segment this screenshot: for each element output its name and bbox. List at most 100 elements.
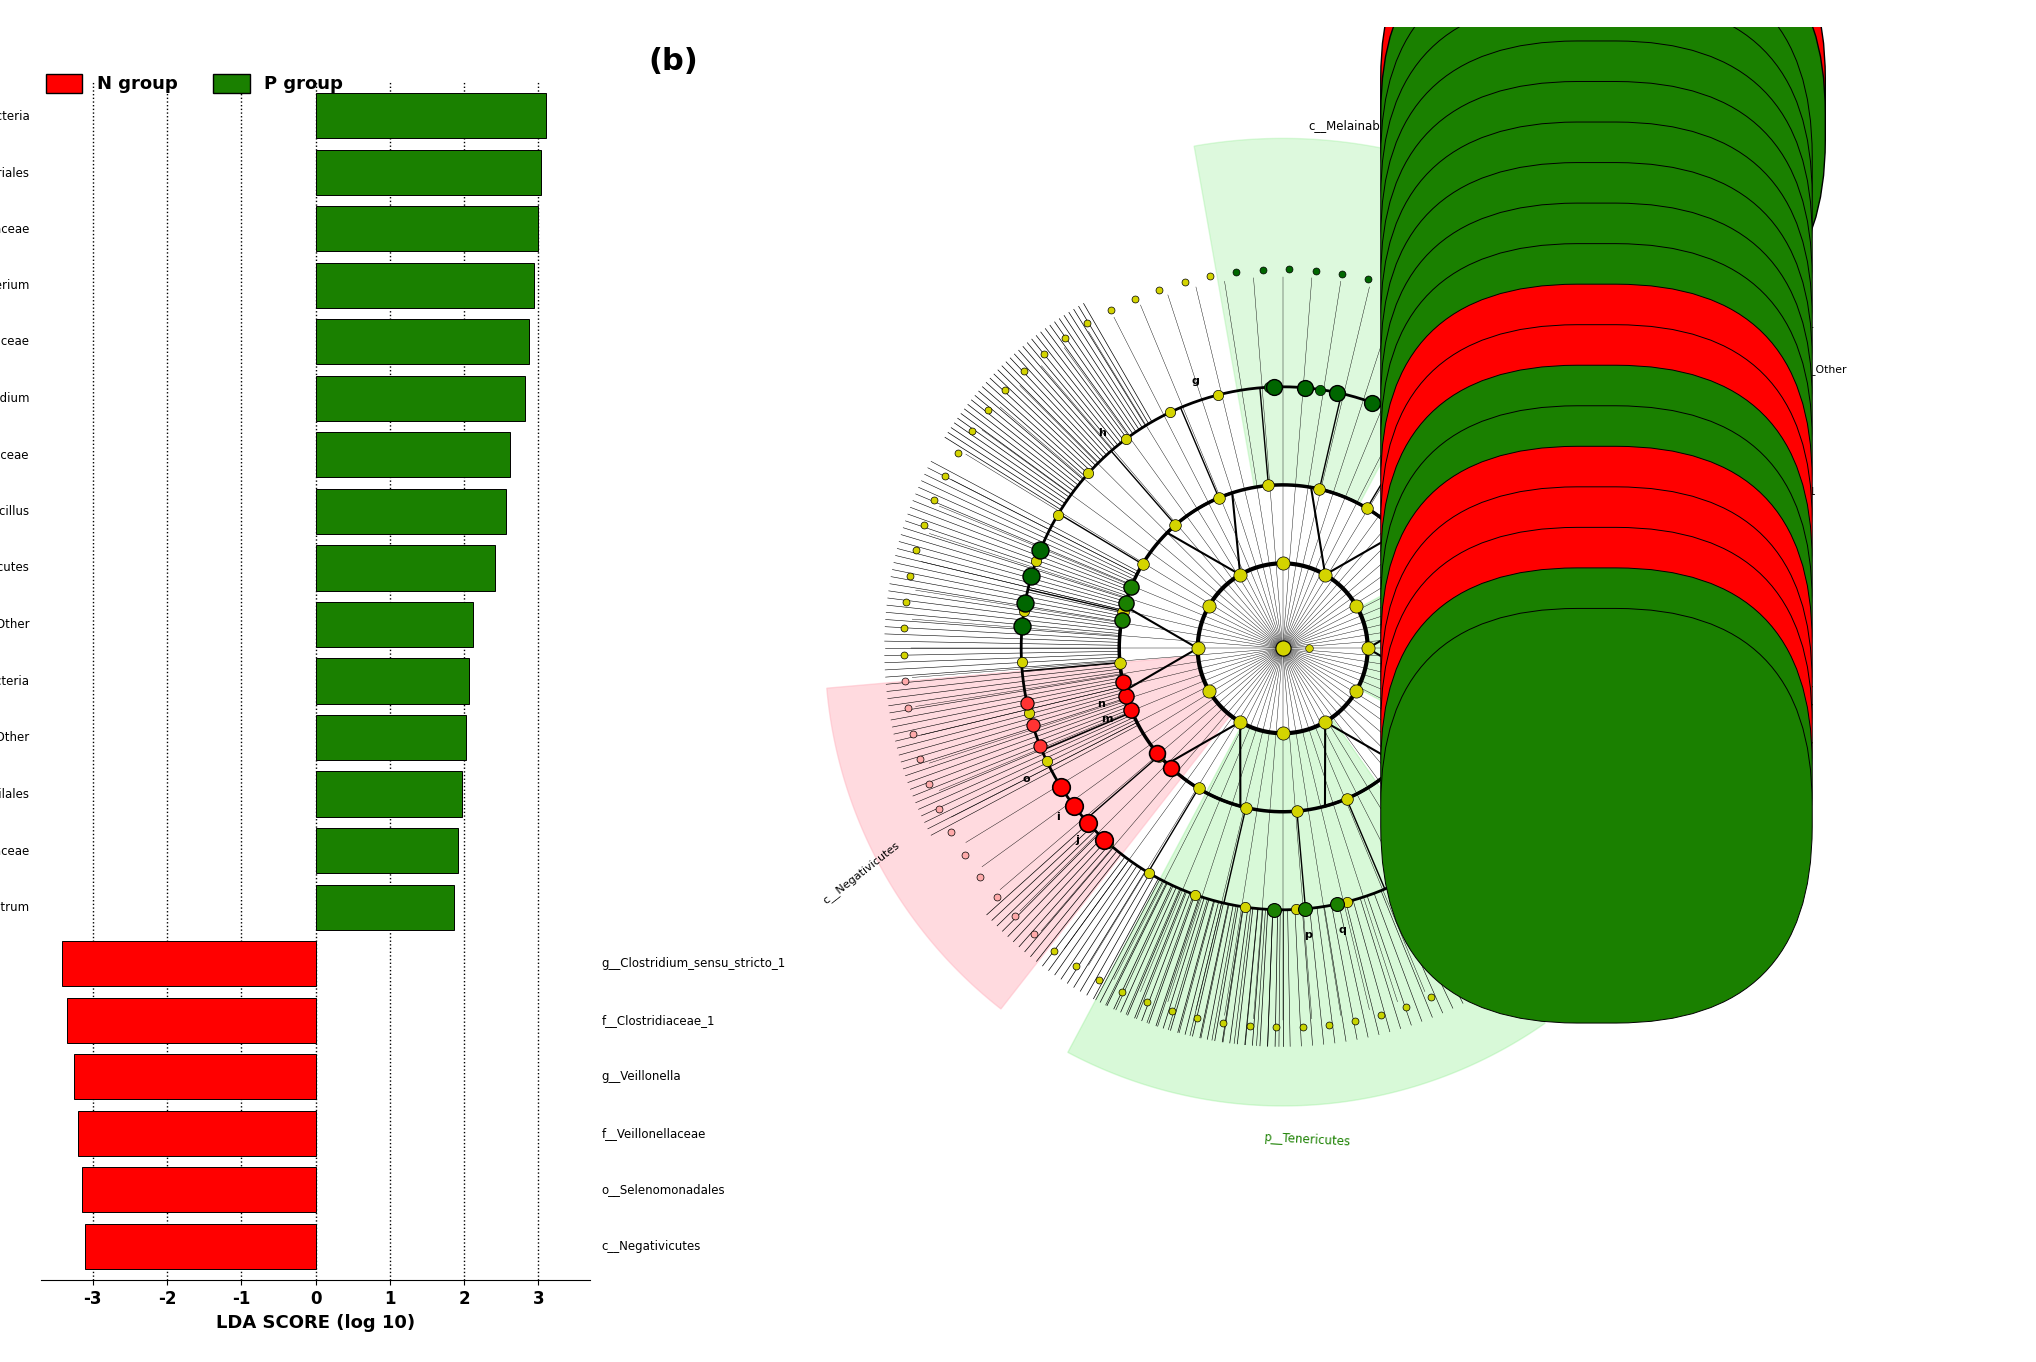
Polygon shape [1067,715,1545,1106]
Point [1439,975,1472,997]
Point [1425,674,1458,696]
Point [1083,968,1116,990]
FancyBboxPatch shape [1380,41,1812,455]
Point [1621,501,1653,523]
Point [1181,637,1213,659]
Point [1258,899,1291,921]
Point [892,697,924,719]
Point [888,617,920,639]
Text: P group: P group [1649,120,1716,135]
Text: d: o__Gastranaerophilales: d: o__Gastranaerophilales [1635,283,1777,294]
Point [1073,812,1106,834]
FancyBboxPatch shape [1380,609,1812,1023]
Text: n: n [1097,699,1106,708]
Text: b: f__Bifidobacteriaceae: b: f__Bifidobacteriaceae [1635,203,1767,214]
Point [1020,550,1053,572]
FancyBboxPatch shape [1380,324,1812,740]
Text: k: k [1452,723,1458,733]
Text: g__Lactobacillus: g__Lactobacillus [0,505,31,518]
Text: c__Melainabacteria: c__Melainabacteria [1307,118,1421,132]
FancyBboxPatch shape [1380,0,1812,375]
Point [1018,923,1051,945]
Point [1598,454,1631,475]
Point [1490,771,1523,793]
Point [1207,1012,1240,1034]
Bar [316,319,529,365]
Point [1625,761,1657,783]
Point [1028,343,1061,365]
Point [1321,893,1354,915]
FancyBboxPatch shape [1380,486,1812,902]
Point [1615,786,1647,808]
Text: g__Bifidobacterium: g__Bifidobacterium [0,279,31,291]
Point [1024,735,1057,757]
Point [1299,260,1332,282]
Text: g__Ochrobactrum: g__Ochrobactrum [0,900,31,914]
Point [1378,873,1411,895]
Point [1038,940,1071,962]
Point [1106,671,1138,693]
Point [1142,279,1175,301]
Point [1006,614,1038,636]
Point [1203,488,1236,509]
Point [1193,266,1226,287]
Point [1309,711,1342,733]
Point [1154,757,1187,779]
Point [898,723,930,745]
Point [1272,259,1305,281]
Point [1584,430,1617,452]
FancyBboxPatch shape [1380,203,1812,618]
Point [1391,742,1423,764]
Point [1645,658,1678,680]
Text: q: f__Brucellaceae: q: f__Brucellaceae [1635,810,1735,821]
Bar [316,150,542,195]
Point [1527,624,1560,646]
FancyBboxPatch shape [1380,285,1812,699]
Point [971,399,1004,421]
Point [989,379,1022,400]
Text: c: o__Bifidobacteriales: c: o__Bifidobacteriales [1635,242,1757,253]
Point [1008,599,1040,621]
Point [1132,862,1165,884]
Point [1403,283,1435,305]
Text: e: e [1566,654,1574,663]
Text: f__Peptostreptococcaceae: f__Peptostreptococcaceae [0,335,31,349]
Bar [316,545,495,591]
Point [900,539,932,561]
Point [1220,262,1252,283]
Point [1057,794,1089,816]
Text: m: m [1101,714,1112,725]
Point [1562,876,1594,898]
Point [941,443,973,464]
Point [1252,376,1285,398]
Text: a: a [1684,629,1692,639]
Point [1106,609,1138,631]
Text: b: b [1682,594,1690,603]
FancyBboxPatch shape [1380,0,1812,415]
Point [1260,1016,1293,1038]
Point [1126,553,1158,575]
Text: p__Tenericutes: p__Tenericutes [0,561,31,575]
Point [1016,565,1049,587]
Bar [316,715,466,760]
Point [1087,828,1120,850]
Point [1415,986,1448,1008]
Point [1352,268,1384,290]
Text: f__Bifidobacteriaceae: f__Bifidobacteriaceae [0,222,31,236]
Point [912,774,945,795]
Text: j: j [1075,835,1079,844]
Bar [316,602,472,647]
Bar [61,941,316,986]
Point [1354,391,1387,413]
Point [1309,564,1342,586]
Legend: N group, P group: N group, P group [39,67,350,101]
Point [955,419,987,441]
Point [1325,263,1358,285]
Point [1330,787,1362,809]
Point [1061,955,1093,977]
FancyBboxPatch shape [1380,244,1812,658]
Point [1110,428,1142,449]
Point [1289,898,1321,919]
Text: o: o__Selenomonadales: o: o__Selenomonadales [1635,729,1765,740]
Point [1293,637,1325,659]
